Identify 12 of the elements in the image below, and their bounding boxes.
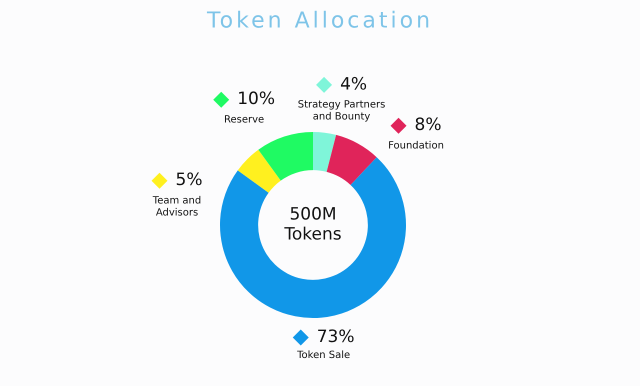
data-label: 5% (176, 170, 202, 190)
legend-label: Team and Advisors (152, 195, 202, 218)
chart-title: Token Allocation (206, 8, 434, 34)
legend-label: Foundation (388, 140, 444, 152)
data-label: 4% (340, 74, 368, 94)
legend-label: Strategy Partners and Bounty (298, 99, 386, 122)
data-label: 10% (237, 89, 276, 110)
data-label: 73% (316, 326, 355, 347)
data-label: 8% (414, 115, 442, 136)
legend-label: Reserve (224, 114, 264, 126)
legend-label: Token Sale (296, 350, 350, 362)
text: 500M Tokens (283, 204, 342, 244)
